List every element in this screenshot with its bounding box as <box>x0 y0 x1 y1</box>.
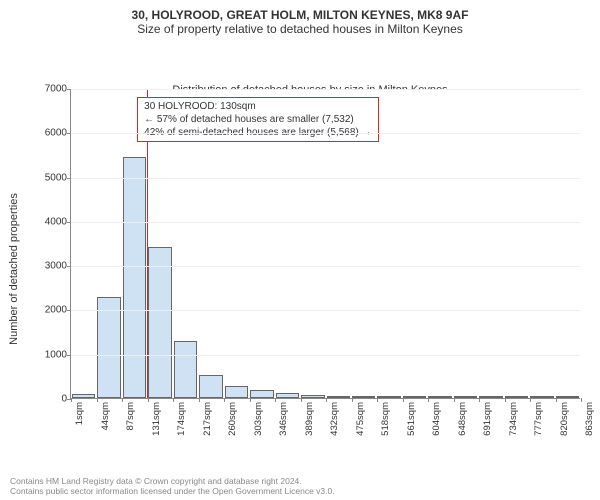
xtick-label: 389sqm <box>304 402 315 436</box>
gridline <box>71 266 580 267</box>
annotation-line-2: ← 57% of detached houses are smaller (7,… <box>144 113 371 126</box>
xtick-mark <box>173 398 174 402</box>
xtick-mark <box>454 398 455 402</box>
ytick-mark <box>67 355 71 356</box>
xtick-label: 561sqm <box>406 402 417 436</box>
gridline <box>71 310 580 311</box>
ytick-mark <box>67 310 71 311</box>
xtick-mark <box>581 398 582 402</box>
xtick-mark <box>275 398 276 402</box>
xtick-mark <box>326 398 327 402</box>
ytick-label: 7000 <box>45 84 67 95</box>
histogram-bar <box>454 396 477 398</box>
ytick-label: 4000 <box>45 216 67 227</box>
xtick-mark <box>301 398 302 402</box>
xtick-mark <box>97 398 98 402</box>
xtick-label: 1sqm <box>74 402 85 425</box>
plot-region: 30 HOLYROOD: 130sqm ← 57% of detached ho… <box>70 89 580 399</box>
xtick-label: 303sqm <box>253 402 264 436</box>
xtick-label: 44sqm <box>100 402 111 431</box>
xtick-label: 820sqm <box>559 402 570 436</box>
xtick-label: 432sqm <box>329 402 340 436</box>
xtick-mark <box>148 398 149 402</box>
xtick-label: 777sqm <box>533 402 544 436</box>
histogram-bar <box>276 393 299 398</box>
histogram-bar <box>327 396 350 398</box>
ytick-mark <box>67 222 71 223</box>
ytick-label: 3000 <box>45 261 67 272</box>
histogram-bar <box>301 395 324 398</box>
histogram-bar <box>352 396 375 398</box>
xtick-label: 863sqm <box>584 402 595 436</box>
ytick-label: 2000 <box>45 305 67 316</box>
ytick-label: 6000 <box>45 128 67 139</box>
xtick-mark <box>403 398 404 402</box>
histogram-bar <box>174 341 197 398</box>
histogram-bar <box>377 396 400 398</box>
ytick-label: 0 <box>61 394 67 405</box>
gridline <box>71 133 580 134</box>
xtick-label: 734sqm <box>508 402 519 436</box>
xtick-label: 475sqm <box>355 402 366 436</box>
xtick-mark <box>428 398 429 402</box>
xtick-mark <box>122 398 123 402</box>
footer-line-2: Contains public sector information licen… <box>10 486 335 496</box>
xtick-label: 260sqm <box>227 402 238 436</box>
xtick-label: 604sqm <box>431 402 442 436</box>
histogram-bar <box>403 396 426 398</box>
ytick-mark <box>67 266 71 267</box>
xtick-mark <box>556 398 557 402</box>
xtick-label: 648sqm <box>457 402 468 436</box>
title-sub: Size of property relative to detached ho… <box>10 22 590 36</box>
xtick-mark <box>352 398 353 402</box>
histogram-bar <box>428 396 451 398</box>
xtick-label: 131sqm <box>151 402 162 436</box>
histogram-bar <box>199 375 222 398</box>
histogram-bar <box>505 396 528 398</box>
xtick-mark <box>224 398 225 402</box>
chart-area: Number of detached properties 30 HOLYROO… <box>30 84 590 454</box>
annotation-line-1: 30 HOLYROOD: 130sqm <box>144 100 371 113</box>
xtick-mark <box>199 398 200 402</box>
xtick-label: 217sqm <box>202 402 213 436</box>
annotation-box: 30 HOLYROOD: 130sqm ← 57% of detached ho… <box>137 97 378 142</box>
footer: Contains HM Land Registry data © Crown c… <box>10 476 335 496</box>
xtick-label: 87sqm <box>125 402 136 431</box>
histogram-bar <box>479 396 502 398</box>
xtick-mark <box>71 398 72 402</box>
histogram-bar <box>123 157 146 398</box>
xtick-label: 174sqm <box>176 402 187 436</box>
xtick-mark <box>505 398 506 402</box>
xtick-label: 346sqm <box>278 402 289 436</box>
gridline <box>71 355 580 356</box>
chart-container: 30, HOLYROOD, GREAT HOLM, MILTON KEYNES,… <box>0 0 600 500</box>
histogram-bar <box>148 247 171 398</box>
gridline <box>71 222 580 223</box>
xtick-mark <box>479 398 480 402</box>
histogram-bar <box>530 396 553 398</box>
histogram-bar <box>72 394 95 398</box>
ytick-label: 1000 <box>45 349 67 360</box>
ytick-mark <box>67 178 71 179</box>
histogram-bar <box>225 386 248 398</box>
ytick-label: 5000 <box>45 172 67 183</box>
gridline <box>71 89 580 90</box>
histogram-bar <box>556 396 579 398</box>
xtick-mark <box>377 398 378 402</box>
ytick-mark <box>67 89 71 90</box>
footer-line-1: Contains HM Land Registry data © Crown c… <box>10 476 335 486</box>
xtick-mark <box>250 398 251 402</box>
xtick-label: 691sqm <box>482 402 493 436</box>
histogram-bar <box>250 390 273 398</box>
gridline <box>71 178 580 179</box>
y-axis-label: Number of detached properties <box>8 193 20 345</box>
title-main: 30, HOLYROOD, GREAT HOLM, MILTON KEYNES,… <box>10 8 590 22</box>
ytick-mark <box>67 133 71 134</box>
histogram-bar <box>97 297 120 398</box>
xtick-mark <box>530 398 531 402</box>
xtick-label: 518sqm <box>380 402 391 436</box>
